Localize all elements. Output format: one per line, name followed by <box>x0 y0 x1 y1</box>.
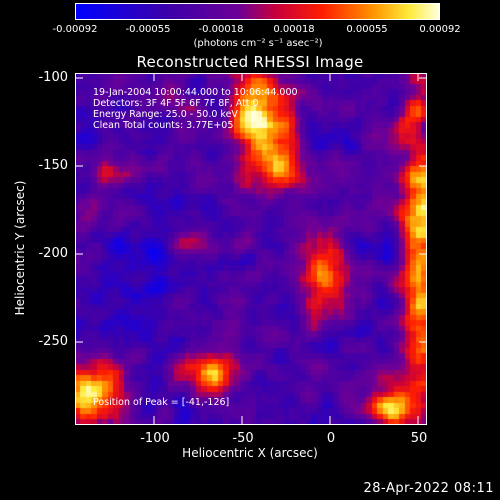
y-axis-label: Heliocentric Y (arcsec) <box>13 180 27 316</box>
colorbar-tick-label: -0.00055 <box>125 24 171 35</box>
x-axis-label: Heliocentric X (arcsec) <box>182 446 318 460</box>
plot-date: 28-Apr-2022 08:11 <box>363 481 494 496</box>
colorbar-tick-label: 0.00055 <box>346 24 388 35</box>
image-plot: 19-Jan-2004 10:00:44.000 to 10:06:44.000… <box>75 73 427 425</box>
annotation-peak-position: Position of Peak = [-41,-126] <box>93 397 230 408</box>
plot-frame <box>75 73 427 425</box>
annotation-total-counts: Clean Total counts: 3.77E+05 <box>93 120 234 131</box>
annotation-energy-range: Energy Range: 25.0 - 50.0 keV <box>93 109 238 120</box>
x-tick-label: 0 <box>326 431 336 446</box>
colorbar-tick-label: 0.00018 <box>273 24 315 35</box>
heatmap-image <box>75 73 427 425</box>
x-tick-label: -100 <box>140 431 170 446</box>
y-tick-label: -200 <box>38 246 68 261</box>
x-tick-label: 50 <box>410 431 428 446</box>
annotation-time-range: 19-Jan-2004 10:00:44.000 to 10:06:44.000 <box>93 87 298 98</box>
colorbar-unit: (photons cm⁻² s⁻¹ asec⁻²) <box>193 38 323 49</box>
colorbar <box>75 3 440 20</box>
y-tick-label: -100 <box>38 70 68 85</box>
colorbar-tick-label: -0.00018 <box>198 24 244 35</box>
annotation-detectors: Detectors: 3F 4F 5F 6F 7F 8F, Att 0 <box>93 98 259 109</box>
y-tick-label: -150 <box>38 158 68 173</box>
x-tick-label: -50 <box>232 431 254 446</box>
y-tick-label: -250 <box>38 334 68 349</box>
image-title: Reconstructed RHESSI Image <box>136 53 364 71</box>
colorbar-tick-label: 0.00092 <box>419 24 461 35</box>
colorbar-tick-label: -0.00092 <box>52 24 98 35</box>
